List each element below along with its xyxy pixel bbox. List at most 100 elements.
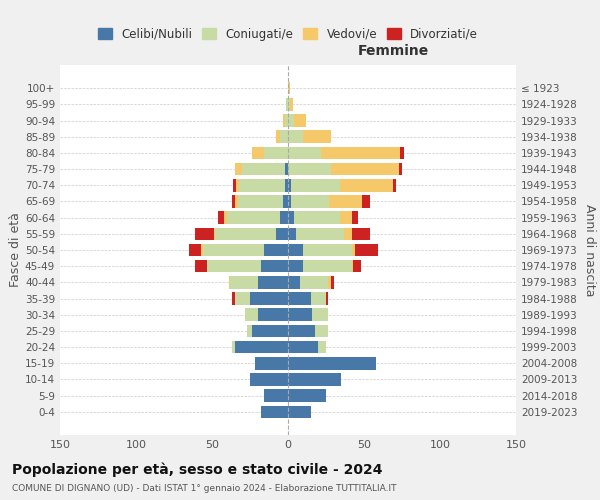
Bar	[276, 130, 280, 143]
Bar	[260, 406, 288, 418]
Bar	[283, 114, 285, 127]
Y-axis label: Anni di nascita: Anni di nascita	[583, 204, 596, 296]
Bar	[224, 212, 227, 224]
Bar	[235, 195, 238, 208]
Bar	[254, 357, 288, 370]
Bar	[400, 146, 404, 159]
Bar	[257, 308, 288, 321]
Bar	[288, 163, 331, 175]
Text: Femmine: Femmine	[357, 44, 428, 58]
Bar	[285, 179, 288, 192]
Bar	[214, 228, 215, 240]
Bar	[286, 98, 288, 110]
Bar	[344, 228, 352, 240]
Bar	[288, 212, 294, 224]
Bar	[352, 212, 358, 224]
Bar	[235, 341, 288, 353]
Bar	[245, 308, 257, 321]
Bar	[311, 292, 326, 305]
Legend: Celibi/Nubili, Coniugati/e, Vedovi/e, Divorziati/e: Celibi/Nubili, Coniugati/e, Vedovi/e, Di…	[93, 23, 483, 45]
Bar	[233, 179, 236, 192]
Bar	[296, 228, 344, 240]
Bar	[227, 212, 280, 224]
Bar	[316, 324, 328, 337]
Bar	[331, 276, 334, 288]
Bar	[355, 244, 377, 256]
Bar	[230, 276, 257, 288]
Bar	[352, 244, 355, 256]
Bar	[288, 390, 326, 402]
Bar	[362, 195, 370, 208]
Text: COMUNE DI DIGNANO (UD) - Dati ISTAT 1° gennaio 2024 - Elaborazione TUTTITALIA.IT: COMUNE DI DIGNANO (UD) - Dati ISTAT 1° g…	[12, 484, 397, 493]
Bar	[238, 195, 283, 208]
Bar	[195, 228, 214, 240]
Bar	[326, 292, 328, 305]
Bar	[276, 228, 288, 240]
Text: Popolazione per età, sesso e stato civile - 2024: Popolazione per età, sesso e stato civil…	[12, 462, 383, 477]
Bar	[288, 406, 311, 418]
Bar	[288, 195, 291, 208]
Bar	[232, 292, 235, 305]
Bar	[288, 114, 294, 127]
Y-axis label: Fasce di età: Fasce di età	[9, 212, 22, 288]
Bar	[303, 260, 352, 272]
Bar	[215, 228, 276, 240]
Bar	[288, 357, 376, 370]
Bar	[303, 130, 331, 143]
Bar	[229, 276, 230, 288]
Bar	[202, 244, 203, 256]
Bar	[232, 195, 235, 208]
Bar	[260, 260, 288, 272]
Bar	[242, 163, 285, 175]
Bar	[288, 98, 290, 110]
Bar	[288, 341, 319, 353]
Bar	[291, 195, 329, 208]
Bar	[251, 146, 263, 159]
Bar	[285, 114, 288, 127]
Bar	[232, 341, 235, 353]
Bar	[247, 324, 251, 337]
Bar	[353, 260, 361, 272]
Bar	[208, 260, 260, 272]
Bar	[288, 292, 311, 305]
Bar	[300, 276, 328, 288]
Bar	[290, 98, 293, 110]
Bar	[189, 244, 202, 256]
Bar	[303, 244, 352, 256]
Bar	[195, 260, 208, 272]
Bar	[288, 228, 296, 240]
Bar	[288, 260, 303, 272]
Bar	[294, 114, 306, 127]
Bar	[288, 276, 300, 288]
Bar	[235, 292, 250, 305]
Bar	[294, 212, 340, 224]
Bar	[257, 276, 288, 288]
Bar	[288, 130, 303, 143]
Bar	[399, 163, 402, 175]
Bar	[288, 324, 316, 337]
Bar	[288, 308, 313, 321]
Bar	[288, 244, 303, 256]
Bar	[263, 146, 288, 159]
Bar	[288, 179, 291, 192]
Bar	[218, 212, 224, 224]
Bar	[393, 179, 396, 192]
Bar	[319, 341, 326, 353]
Bar	[203, 244, 263, 256]
Bar	[285, 163, 288, 175]
Bar	[288, 82, 290, 94]
Bar	[331, 163, 399, 175]
Bar	[340, 179, 393, 192]
Bar	[329, 195, 362, 208]
Bar	[251, 324, 288, 337]
Bar	[340, 212, 352, 224]
Bar	[235, 163, 242, 175]
Bar	[313, 308, 328, 321]
Bar	[328, 276, 331, 288]
Bar	[283, 195, 288, 208]
Bar	[236, 179, 239, 192]
Bar	[239, 179, 285, 192]
Bar	[263, 244, 288, 256]
Bar	[250, 292, 288, 305]
Bar	[352, 260, 353, 272]
